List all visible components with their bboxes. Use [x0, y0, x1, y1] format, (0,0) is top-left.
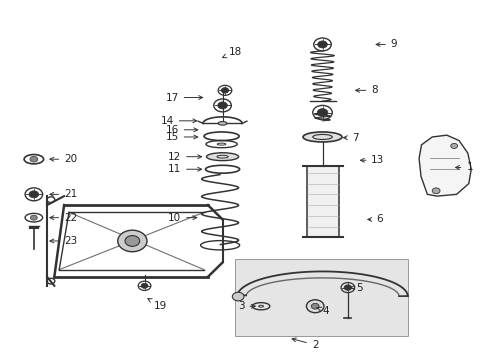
Text: 2: 2 — [291, 338, 318, 350]
Text: 9: 9 — [375, 40, 397, 49]
Text: 14: 14 — [160, 116, 196, 126]
Text: 21: 21 — [50, 189, 77, 199]
Text: 18: 18 — [222, 46, 242, 58]
Circle shape — [30, 215, 37, 220]
Ellipse shape — [303, 132, 341, 142]
Ellipse shape — [218, 122, 226, 125]
Text: 20: 20 — [50, 154, 77, 164]
Polygon shape — [418, 135, 470, 196]
Text: 13: 13 — [360, 155, 384, 165]
Text: 5: 5 — [350, 283, 363, 293]
Text: 15: 15 — [165, 132, 197, 142]
Text: 7: 7 — [343, 133, 358, 143]
Circle shape — [141, 283, 148, 288]
Polygon shape — [234, 259, 407, 336]
Circle shape — [306, 300, 324, 313]
Text: 1: 1 — [455, 162, 472, 172]
Circle shape — [217, 102, 227, 109]
Circle shape — [311, 303, 319, 309]
Circle shape — [317, 41, 326, 48]
Text: 4: 4 — [316, 306, 328, 316]
Text: 6: 6 — [367, 215, 382, 224]
Circle shape — [29, 191, 39, 198]
Circle shape — [232, 292, 244, 301]
Circle shape — [125, 235, 140, 246]
Circle shape — [221, 87, 228, 93]
Text: 10: 10 — [168, 213, 196, 222]
Text: 23: 23 — [50, 236, 77, 246]
Circle shape — [344, 285, 351, 291]
Circle shape — [450, 143, 457, 148]
Circle shape — [30, 156, 38, 162]
Ellipse shape — [206, 153, 238, 161]
Text: 12: 12 — [167, 152, 201, 162]
Text: 16: 16 — [165, 125, 197, 135]
Text: 8: 8 — [355, 85, 377, 95]
Text: 17: 17 — [165, 93, 202, 103]
Circle shape — [317, 109, 327, 117]
Circle shape — [431, 188, 439, 194]
Circle shape — [118, 230, 147, 252]
Text: 22: 22 — [50, 213, 77, 222]
Text: 11: 11 — [167, 164, 201, 174]
FancyBboxPatch shape — [306, 166, 338, 237]
Text: 19: 19 — [147, 298, 167, 311]
Text: 3: 3 — [237, 301, 255, 311]
